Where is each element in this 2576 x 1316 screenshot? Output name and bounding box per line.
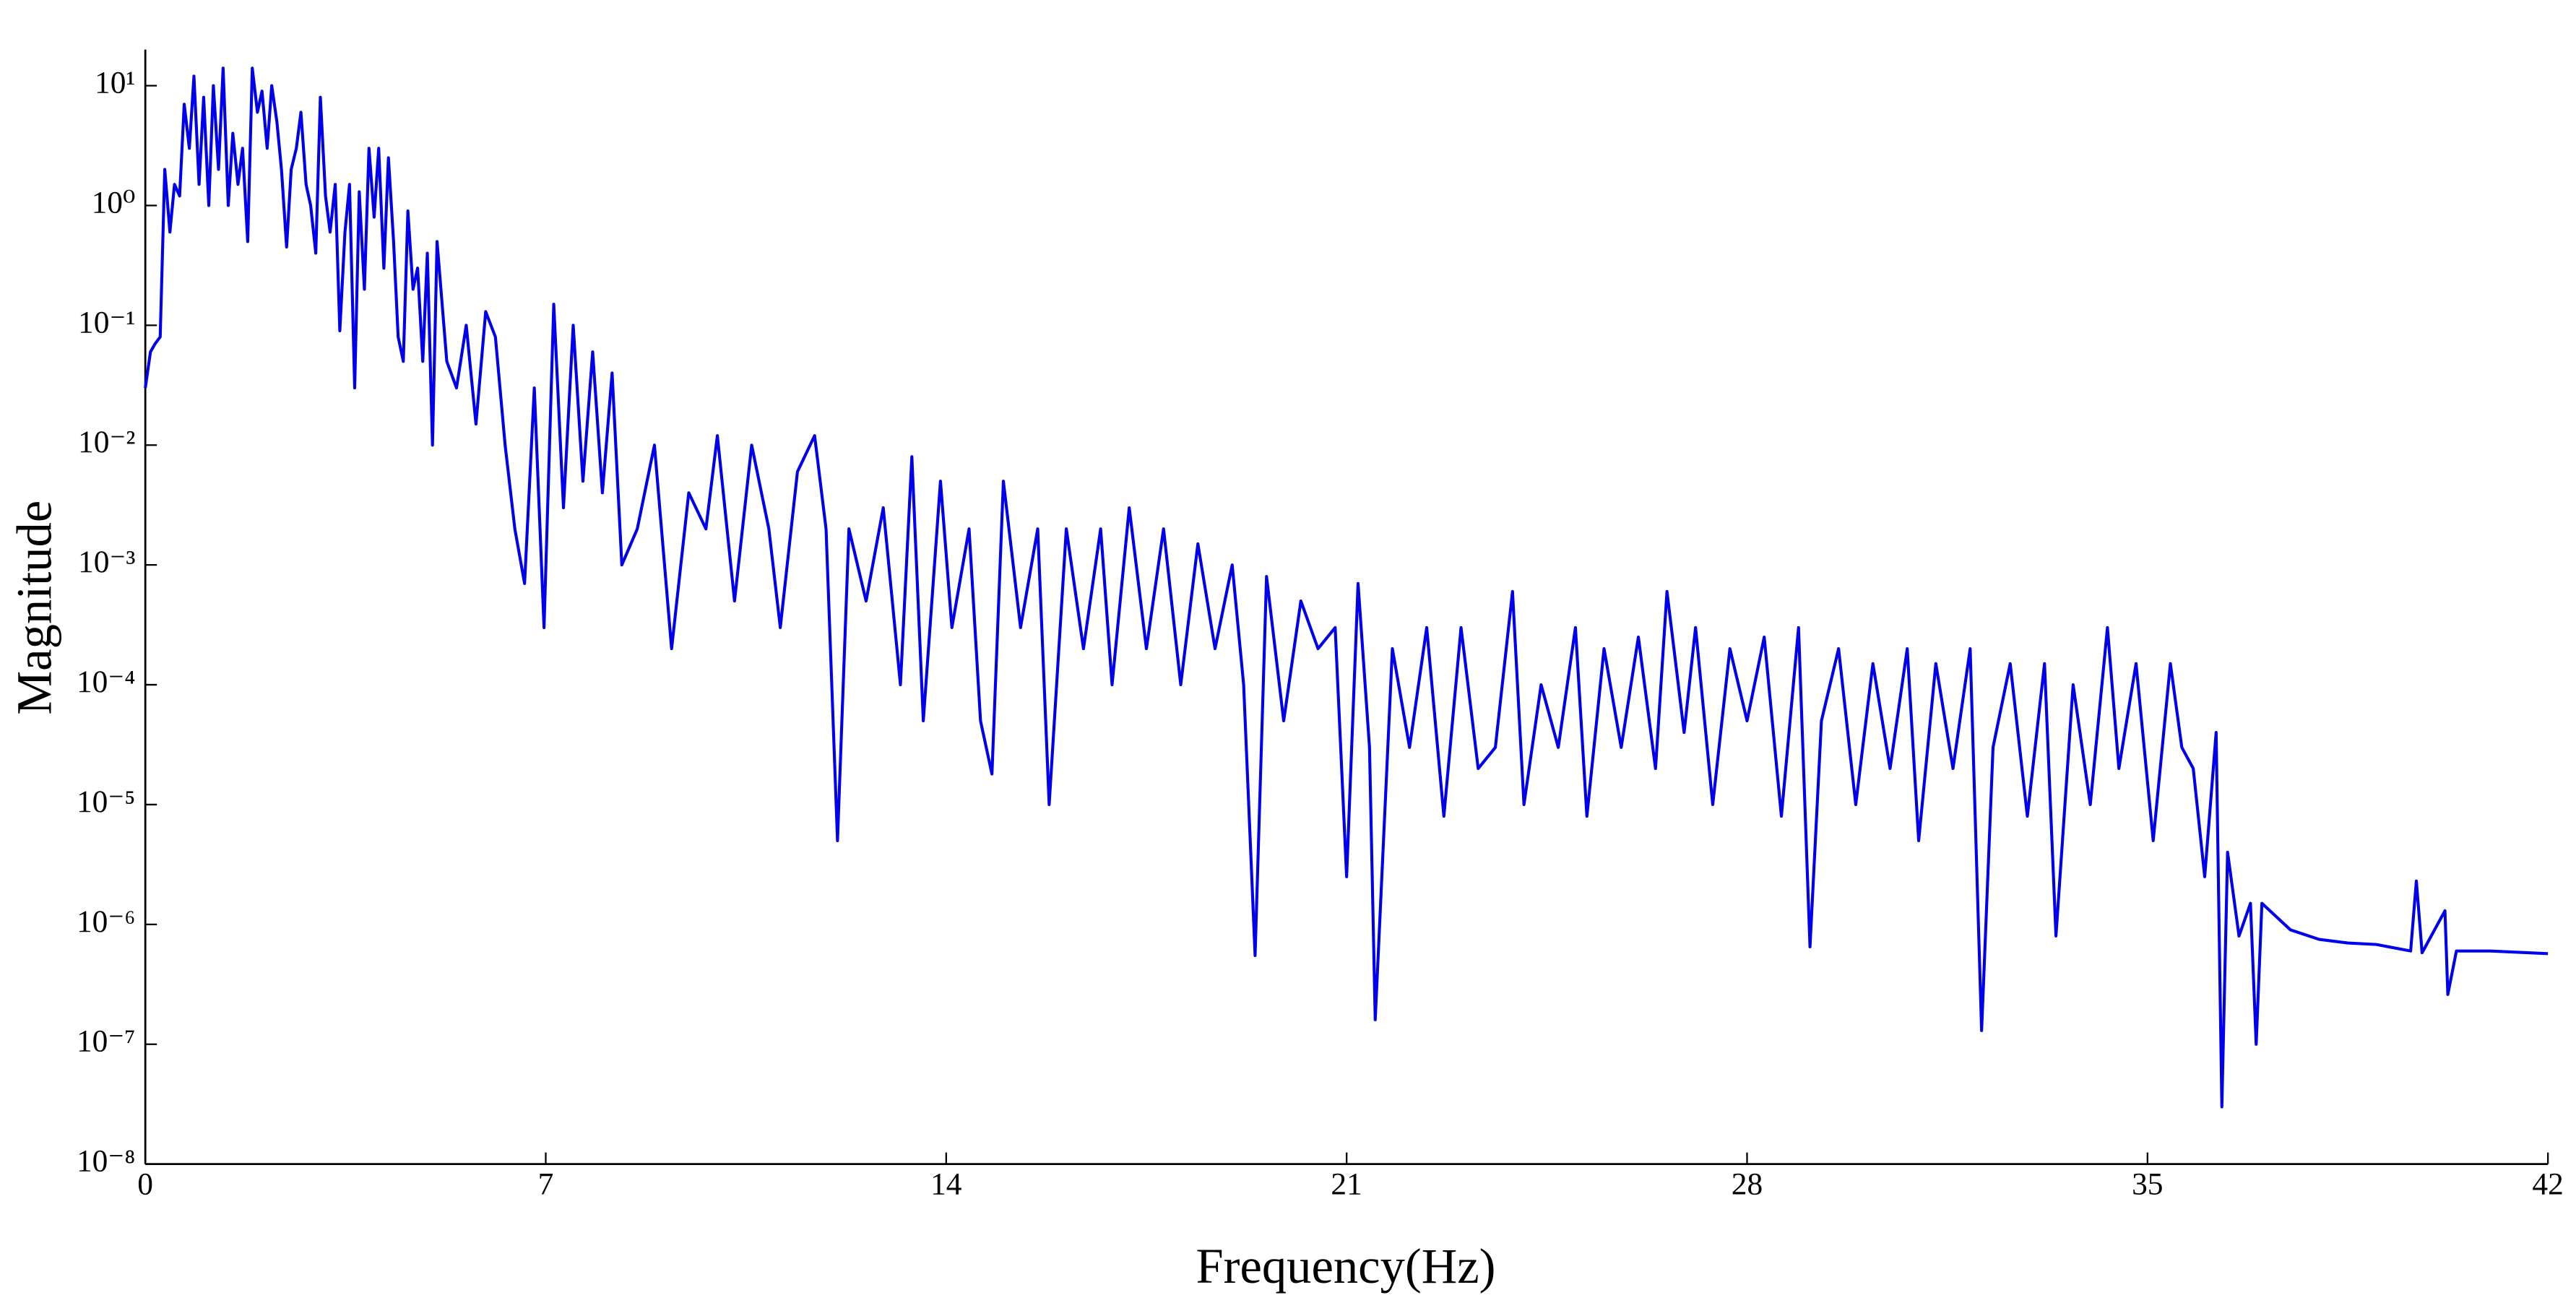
y-tick-label: 10⁻⁷ [77,1024,135,1059]
y-tick-label: 10⁻² [78,425,135,459]
x-axis-label: Frequency(Hz) [1196,1239,1496,1294]
x-tick-label: 42 [2532,1167,2563,1202]
data-line [144,66,2549,1109]
x-tick-label: 28 [1732,1167,1763,1202]
y-tick-label: 10⁰ [92,185,136,220]
x-tick-label: 35 [2132,1167,2163,1202]
y-tick-label: 10⁻¹ [78,305,135,339]
y-tick-label: 10⁻⁵ [77,784,135,819]
y-tick-label: 10¹ [95,66,135,100]
y-tick-label: 10⁻³ [78,545,135,579]
y-tick-label: 10⁻⁶ [77,904,135,939]
x-tick-label: 7 [538,1167,554,1202]
y-tick-label: 10⁻⁴ [77,665,135,699]
y-tick-label: 10⁻⁸ [77,1144,135,1179]
x-tick-label: 21 [1331,1167,1362,1202]
x-tick-label: 14 [930,1167,962,1202]
x-tick-label: 0 [137,1167,153,1202]
y-axis-label: Magnitude [7,501,62,715]
